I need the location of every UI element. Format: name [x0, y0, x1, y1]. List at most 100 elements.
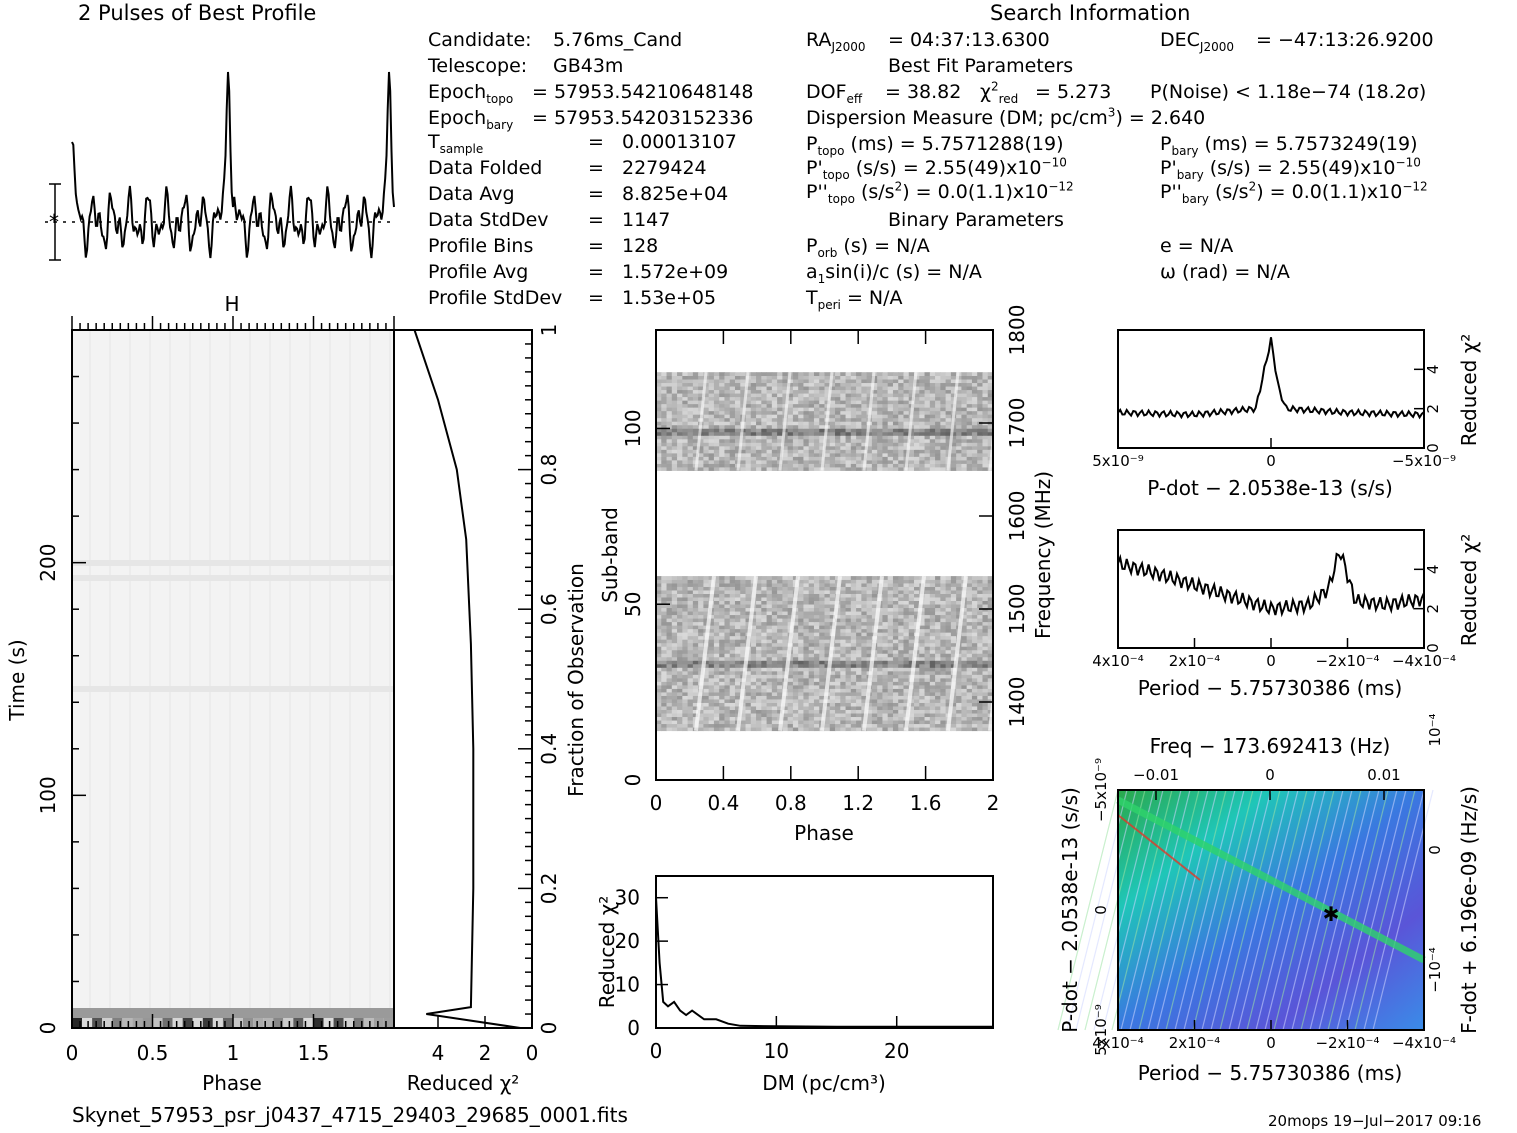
subband-cell: [777, 424, 783, 429]
subband-cell: [919, 414, 926, 419]
subband-cell: [803, 642, 810, 647]
subband-cell: [835, 618, 841, 623]
subband-cell: [703, 417, 710, 422]
subband-cell: [982, 614, 989, 619]
subband-cell: [835, 656, 841, 661]
subband-cell: [687, 709, 694, 714]
subband-cell: [892, 586, 899, 591]
subband-cell: [756, 375, 762, 380]
subband-cell: [887, 414, 894, 419]
subband-cell: [782, 600, 789, 605]
subband-cell: [703, 678, 710, 682]
subband-cell: [877, 438, 883, 443]
subband-cell: [971, 720, 978, 725]
subband-cell: [829, 660, 836, 665]
subband-cell: [856, 389, 862, 394]
subband-cell: [792, 685, 799, 689]
subband-cell: [866, 453, 873, 457]
subband-cell: [856, 607, 862, 612]
subband-cell: [977, 586, 983, 591]
subband-cell: [756, 431, 762, 436]
subband-cell: [829, 449, 836, 454]
subband-cell: [729, 695, 736, 700]
subband-cell: [971, 699, 978, 703]
subband-cell: [782, 438, 789, 443]
subband-cell: [950, 431, 957, 436]
subband-cell: [798, 692, 804, 696]
subband-cell: [887, 709, 894, 714]
subband-cell: [977, 604, 983, 609]
subband-cell: [845, 460, 852, 464]
subband-cell: [782, 576, 789, 580]
subband-cell: [661, 576, 668, 580]
subband-cell: [982, 656, 989, 661]
subband-cell: [977, 667, 983, 672]
subband-cell: [824, 431, 831, 436]
subband-cell: [935, 642, 941, 647]
subband-cell: [656, 646, 662, 651]
subband-cell: [945, 706, 952, 710]
subband-cell: [977, 386, 983, 391]
subband-cell: [835, 424, 841, 429]
subband-cell: [687, 403, 694, 408]
subband-cell: [756, 442, 762, 447]
subband-cell: [798, 386, 804, 391]
subband-cell: [713, 396, 720, 401]
subband-cell: [756, 460, 762, 464]
subband-cell: [877, 713, 883, 718]
subband-cell: [898, 407, 904, 412]
subband-cell: [877, 667, 883, 672]
subband-cell: [687, 410, 694, 415]
subband-cell: [871, 435, 878, 440]
subband-streak: [946, 575, 968, 732]
subband-cell: [671, 579, 678, 584]
subband-cell: [661, 709, 668, 714]
subband-cell: [787, 414, 794, 419]
freq-y-label: 1800: [1005, 305, 1029, 356]
subband-cell: [845, 685, 852, 689]
subband-cell: [829, 393, 836, 398]
subband-cell: [677, 456, 683, 461]
subband-cell: [866, 586, 873, 591]
subband-cell: [808, 449, 815, 454]
subband-cell: [829, 396, 836, 401]
time-band-cell: [82, 1018, 93, 1028]
subband-cell: [840, 660, 847, 665]
subband-cell: [771, 688, 778, 693]
subband-cell: [677, 421, 683, 426]
subband-cell: [756, 579, 762, 584]
freq-y-label: 1500: [1005, 584, 1029, 635]
ppdot-streak: [1075, 789, 1137, 1031]
subband-cell: [898, 692, 904, 696]
subband-cell: [656, 593, 662, 598]
subband-cell: [692, 583, 699, 587]
subband-cell: [829, 702, 836, 707]
subband-cell: [692, 663, 699, 668]
subband-cell: [982, 428, 989, 433]
subband-cell: [761, 583, 768, 587]
subband-cell: [892, 386, 899, 391]
subband-cell: [719, 667, 725, 672]
subband-cell: [734, 586, 741, 591]
subband-cell: [719, 713, 725, 718]
subband-cell: [708, 424, 715, 429]
subband-cell: [882, 372, 889, 377]
subband-cell: [977, 632, 983, 637]
subband-cell: [682, 628, 689, 633]
subband-cell: [982, 393, 989, 398]
subband-cell: [792, 421, 799, 426]
subband-cell: [771, 586, 778, 591]
subband-cell: [719, 379, 725, 384]
subband-cell: [882, 706, 889, 710]
subband-cell: [824, 449, 831, 454]
subband-cell: [961, 646, 968, 651]
subband-cell: [745, 660, 752, 665]
subband-cell: [677, 709, 683, 714]
subband-cell: [982, 692, 989, 696]
subband-cell: [661, 656, 668, 661]
subband-cell: [819, 681, 825, 686]
subband-cell: [887, 649, 894, 654]
subband-cell: [856, 593, 862, 598]
subband-cell: [835, 467, 841, 471]
subband-cell: [892, 632, 899, 637]
